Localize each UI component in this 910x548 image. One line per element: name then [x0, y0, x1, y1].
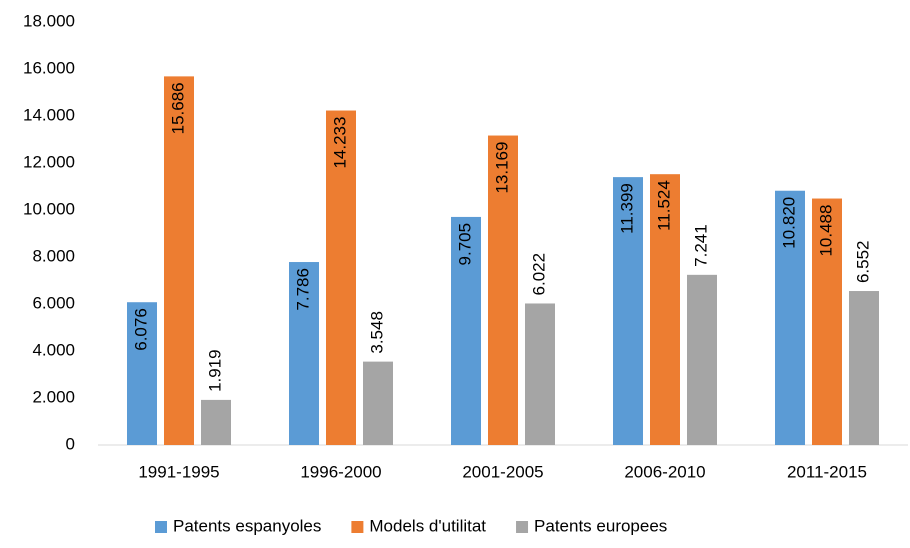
legend-label: Patents espanyoles — [173, 516, 321, 535]
x-tick-label: 2011-2015 — [787, 462, 867, 481]
value-label: 7.241 — [691, 224, 710, 267]
legend-swatch — [351, 521, 364, 533]
y-tick-label: 2.000 — [32, 387, 75, 406]
value-label: 1.919 — [205, 349, 224, 392]
x-tick-label: 2006-2010 — [624, 462, 705, 481]
y-tick-label: 18.000 — [23, 11, 75, 30]
bar — [812, 198, 842, 445]
value-label: 10.488 — [816, 205, 835, 257]
bar — [775, 190, 805, 445]
bar — [451, 216, 481, 445]
bar — [687, 274, 717, 445]
value-label: 3.548 — [367, 311, 386, 354]
y-tick-label: 10.000 — [23, 199, 75, 218]
value-label: 13.169 — [492, 142, 511, 194]
bar — [363, 361, 393, 445]
value-label: 11.399 — [617, 183, 636, 234]
value-label: 7.786 — [293, 268, 312, 311]
bar — [289, 262, 319, 445]
value-label: 6.022 — [529, 253, 548, 296]
bar — [650, 174, 680, 445]
y-tick-label: 14.000 — [23, 105, 75, 124]
legend-swatch — [155, 521, 167, 533]
y-tick-label: 12.000 — [23, 152, 75, 171]
value-label: 6.552 — [853, 240, 872, 283]
value-label: 10.820 — [779, 197, 798, 249]
y-tick-label: 0 — [66, 434, 75, 453]
bar — [164, 76, 194, 445]
bar — [849, 291, 879, 445]
x-tick-label: 2001-2005 — [462, 462, 543, 481]
bar — [127, 302, 157, 445]
x-tick-label: 1996-2000 — [300, 462, 381, 481]
legend-label: Patents europees — [534, 516, 667, 535]
bar — [326, 110, 356, 445]
legend-label: Models d'utilitat — [369, 516, 486, 535]
y-tick-label: 6.000 — [32, 293, 75, 312]
bar — [613, 177, 643, 445]
value-label: 11.524 — [654, 180, 673, 231]
y-tick-label: 4.000 — [32, 340, 75, 359]
y-tick-label: 16.000 — [23, 58, 75, 77]
y-tick-label: 8.000 — [32, 246, 75, 265]
bar — [525, 303, 555, 445]
value-label: 6.076 — [131, 308, 150, 351]
legend-swatch — [516, 521, 529, 533]
value-label: 14.233 — [330, 117, 349, 169]
value-label: 9.705 — [455, 223, 474, 266]
x-tick-label: 1991-1995 — [138, 462, 219, 481]
value-label: 15.686 — [168, 82, 187, 134]
bar — [201, 399, 231, 445]
bar — [488, 135, 518, 445]
